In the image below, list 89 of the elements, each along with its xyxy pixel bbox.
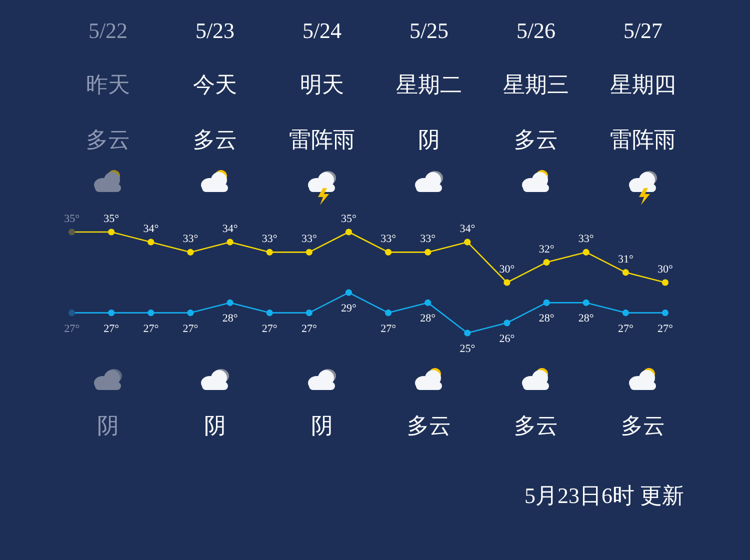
- text: 阴: [418, 127, 440, 152]
- point: [424, 248, 432, 256]
- point: [108, 310, 115, 316]
- point: [622, 310, 629, 316]
- point: [187, 310, 194, 316]
- text: 5/24: [302, 18, 342, 43]
- text: 阴: [97, 413, 119, 438]
- data-label: 35°: [341, 213, 356, 225]
- data-label: 28°: [578, 312, 594, 325]
- point: [226, 238, 234, 246]
- text: 多云: [514, 413, 558, 438]
- point: [306, 310, 312, 316]
- data-label: 33°: [262, 233, 278, 246]
- text: 雷阵雨: [610, 127, 676, 152]
- point: [543, 259, 550, 266]
- point: [68, 228, 76, 236]
- text: 多云: [514, 127, 558, 152]
- data-label: 26°: [499, 332, 515, 345]
- point: [187, 248, 194, 256]
- data-label: 33°: [182, 233, 198, 246]
- point: [384, 248, 392, 256]
- point: [504, 320, 510, 326]
- data-label: 25°: [460, 343, 476, 355]
- text: 今天: [193, 72, 237, 97]
- text: 5/26: [516, 18, 556, 43]
- data-label: 27°: [618, 322, 634, 335]
- point: [306, 248, 312, 256]
- data-label: 35°: [104, 213, 120, 225]
- point: [345, 289, 352, 296]
- text: 星期三: [503, 72, 569, 97]
- point: [266, 310, 273, 316]
- data-label: 33°: [380, 233, 396, 246]
- point: [464, 330, 471, 336]
- data-label: 33°: [420, 233, 436, 246]
- data-label: 31°: [618, 253, 634, 266]
- text: 阴: [204, 413, 226, 438]
- data-label: 27°: [104, 322, 120, 335]
- data-label: 33°: [578, 233, 594, 246]
- data-label: 30°: [658, 264, 673, 276]
- data-label: 27°: [380, 322, 396, 335]
- data-label: 27°: [301, 322, 317, 335]
- data-label: 27°: [262, 322, 278, 335]
- text: 5/23: [195, 18, 235, 43]
- text: 星期四: [610, 72, 676, 97]
- text: 雷阵雨: [289, 127, 355, 152]
- data-label: 27°: [64, 322, 80, 335]
- text: 阴: [311, 413, 333, 438]
- data-label: 28°: [420, 312, 436, 325]
- point: [108, 228, 115, 236]
- data-label: 27°: [658, 322, 673, 335]
- point: [662, 310, 669, 316]
- point: [226, 299, 234, 306]
- data-label: 35°: [64, 213, 80, 225]
- point: [464, 238, 471, 246]
- data-label: 28°: [538, 312, 554, 325]
- data-label: 27°: [143, 322, 159, 335]
- point: [662, 279, 669, 286]
- text: 5月23日6时 更新: [524, 483, 684, 508]
- point: [68, 310, 76, 316]
- data-label: 32°: [538, 243, 554, 256]
- point: [504, 279, 510, 286]
- text: 多云: [86, 127, 130, 152]
- point: [148, 238, 154, 246]
- data-label: 27°: [182, 322, 198, 335]
- text: 明天: [300, 72, 344, 97]
- text: 多云: [621, 413, 665, 438]
- point: [148, 310, 154, 316]
- data-label: 34°: [460, 223, 476, 236]
- text: 多云: [193, 127, 237, 152]
- data-label: 28°: [222, 312, 238, 325]
- text: 昨天: [86, 72, 130, 97]
- text: 5/25: [409, 18, 449, 43]
- data-label: 29°: [341, 302, 356, 315]
- text: 5/22: [88, 18, 128, 43]
- point: [345, 228, 352, 236]
- data-label: 34°: [222, 223, 238, 236]
- point: [424, 299, 432, 306]
- data-label: 34°: [143, 223, 159, 236]
- text: 5/27: [623, 18, 663, 43]
- point: [582, 248, 590, 256]
- point: [384, 310, 392, 316]
- data-label: 33°: [301, 233, 317, 246]
- point: [582, 299, 590, 306]
- point: [622, 269, 629, 276]
- point: [543, 299, 550, 306]
- text: 多云: [407, 413, 451, 438]
- point: [266, 248, 273, 256]
- text: 星期二: [396, 72, 462, 97]
- data-label: 30°: [499, 264, 515, 276]
